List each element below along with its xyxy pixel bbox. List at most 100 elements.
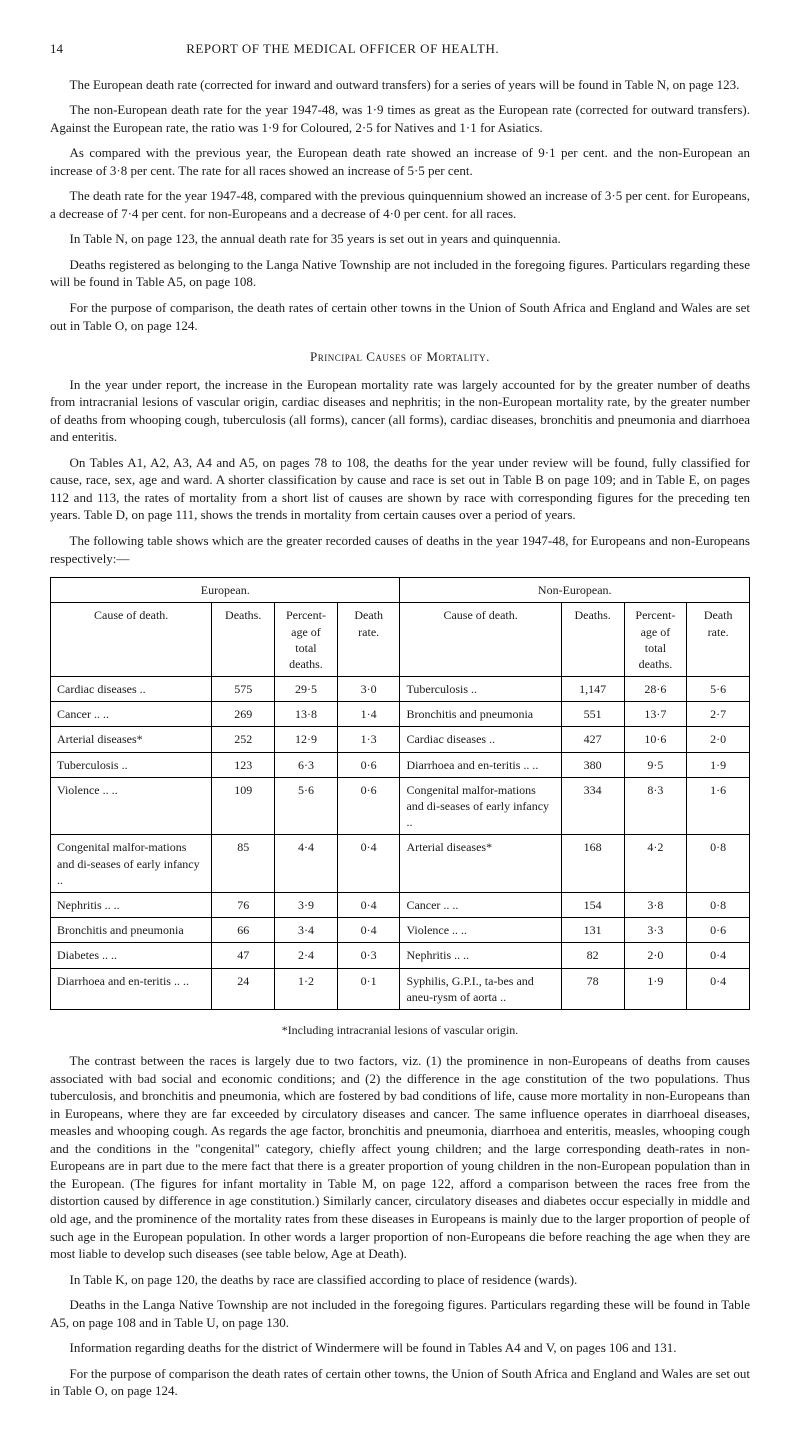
table-cell: 1,147 [561, 677, 624, 702]
table-cell: 2·4 [275, 943, 338, 968]
table-cell: Violence .. .. [51, 777, 212, 835]
table-cell: 78 [561, 968, 624, 1009]
table-cell: 0·4 [337, 892, 400, 917]
table-cell: 0·8 [687, 835, 750, 893]
table-cell: Bronchitis and pneumonia [51, 918, 212, 943]
group-header-european: European. [51, 578, 400, 603]
table-cell: 0·4 [337, 918, 400, 943]
table-cell: 0·3 [337, 943, 400, 968]
table-cell: 0·4 [337, 835, 400, 893]
col-header-percent: Percent-age of total deaths. [624, 603, 687, 677]
table-row: Violence .. ..1095·60·6Congenital malfor… [51, 777, 750, 835]
table-cell: 269 [212, 702, 275, 727]
table-row: Diabetes .. ..472·40·3Nephritis .. ..822… [51, 943, 750, 968]
mortality-table: European. Non-European. Cause of death. … [50, 577, 750, 1010]
table-cell: 0·4 [687, 968, 750, 1009]
table-row: Nephritis .. ..763·90·4Cancer .. ..1543·… [51, 892, 750, 917]
page-number: 14 [50, 40, 63, 58]
table-cell: 3·3 [624, 918, 687, 943]
table-cell: 109 [212, 777, 275, 835]
page-header: 14 REPORT OF THE MEDICAL OFFICER OF HEAL… [50, 40, 750, 58]
table-cell: Arterial diseases* [51, 727, 212, 752]
table-row: Cancer .. ..26913·81·4Bronchitis and pne… [51, 702, 750, 727]
table-cell: 131 [561, 918, 624, 943]
table-cell: 29·5 [275, 677, 338, 702]
body-paragraph: The following table shows which are the … [50, 532, 750, 567]
group-header-non-european: Non-European. [400, 578, 750, 603]
table-cell: 76 [212, 892, 275, 917]
table-cell: 13·7 [624, 702, 687, 727]
table-cell: Nephritis .. .. [400, 943, 561, 968]
table-row: Cardiac diseases ..57529·53·0Tuberculosi… [51, 677, 750, 702]
table-cell: 1·3 [337, 727, 400, 752]
table-cell: 0·8 [687, 892, 750, 917]
table-cell: 2·0 [687, 727, 750, 752]
table-cell: Violence .. .. [400, 918, 561, 943]
table-cell: 4·2 [624, 835, 687, 893]
table-row: Diarrhoea and en-teritis .. ..241·20·1Sy… [51, 968, 750, 1009]
body-paragraph: The contrast between the races is largel… [50, 1052, 750, 1263]
table-cell: 2·0 [624, 943, 687, 968]
table-cell: 12·9 [275, 727, 338, 752]
col-header-rate: Death rate. [337, 603, 400, 677]
table-cell: 1·6 [687, 777, 750, 835]
table-cell: Congenital malfor-mations and di-seases … [400, 777, 561, 835]
table-cell: Arterial diseases* [400, 835, 561, 893]
table-cell: 575 [212, 677, 275, 702]
table-cell: 0·4 [687, 943, 750, 968]
table-row: Tuberculosis ..1236·30·6Diarrhoea and en… [51, 752, 750, 777]
table-cell: 252 [212, 727, 275, 752]
col-header-rate: Death rate. [687, 603, 750, 677]
col-header-cause: Cause of death. [51, 603, 212, 677]
table-cell: 3·8 [624, 892, 687, 917]
table-cell: Cardiac diseases .. [400, 727, 561, 752]
table-cell: 427 [561, 727, 624, 752]
body-paragraph: In the year under report, the increase i… [50, 376, 750, 446]
table-group-header-row: European. Non-European. [51, 578, 750, 603]
table-cell: 123 [212, 752, 275, 777]
table-cell: 0·1 [337, 968, 400, 1009]
table-cell: 0·6 [337, 777, 400, 835]
body-paragraph: For the purpose of comparison, the death… [50, 299, 750, 334]
table-cell: 5·6 [275, 777, 338, 835]
table-cell: 1·9 [687, 752, 750, 777]
body-paragraph: Information regarding deaths for the dis… [50, 1339, 750, 1357]
table-cell: 82 [561, 943, 624, 968]
body-paragraph: Deaths in the Langa Native Township are … [50, 1296, 750, 1331]
body-paragraph: Deaths registered as belonging to the La… [50, 256, 750, 291]
table-row: Bronchitis and pneumonia663·40·4Violence… [51, 918, 750, 943]
table-cell: 28·6 [624, 677, 687, 702]
table-row: Arterial diseases*25212·91·3Cardiac dise… [51, 727, 750, 752]
col-header-percent: Percent-age of total deaths. [275, 603, 338, 677]
table-cell: 4·4 [275, 835, 338, 893]
body-paragraph: As compared with the previous year, the … [50, 144, 750, 179]
col-header-cause: Cause of death. [400, 603, 561, 677]
table-cell: 334 [561, 777, 624, 835]
table-cell: 66 [212, 918, 275, 943]
table-cell: Diarrhoea and en-teritis .. .. [51, 968, 212, 1009]
table-cell: Congenital malfor-mations and di-seases … [51, 835, 212, 893]
table-cell: Syphilis, G.P.I., ta-bes and aneu-rysm o… [400, 968, 561, 1009]
table-cell: 3·0 [337, 677, 400, 702]
table-cell: 168 [561, 835, 624, 893]
table-cell: 10·6 [624, 727, 687, 752]
table-cell: Cancer .. .. [51, 702, 212, 727]
table-cell: 3·9 [275, 892, 338, 917]
table-cell: 1·2 [275, 968, 338, 1009]
body-paragraph: The death rate for the year 1947-48, com… [50, 187, 750, 222]
table-cell: Cancer .. .. [400, 892, 561, 917]
body-paragraph: In Table K, on page 120, the deaths by r… [50, 1271, 750, 1289]
table-cell: Tuberculosis .. [400, 677, 561, 702]
table-cell: Diabetes .. .. [51, 943, 212, 968]
table-cell: 1·4 [337, 702, 400, 727]
table-cell: 9·5 [624, 752, 687, 777]
header-title: REPORT OF THE MEDICAL OFFICER OF HEALTH. [186, 40, 499, 58]
table-cell: 8·3 [624, 777, 687, 835]
body-paragraph: The European death rate (corrected for i… [50, 76, 750, 94]
table-cell: 85 [212, 835, 275, 893]
table-cell: Bronchitis and pneumonia [400, 702, 561, 727]
table-cell: 3·4 [275, 918, 338, 943]
col-header-deaths: Deaths. [561, 603, 624, 677]
body-paragraph: For the purpose of comparison the death … [50, 1365, 750, 1400]
section-title: Principal Causes of Mortality. [50, 348, 750, 366]
